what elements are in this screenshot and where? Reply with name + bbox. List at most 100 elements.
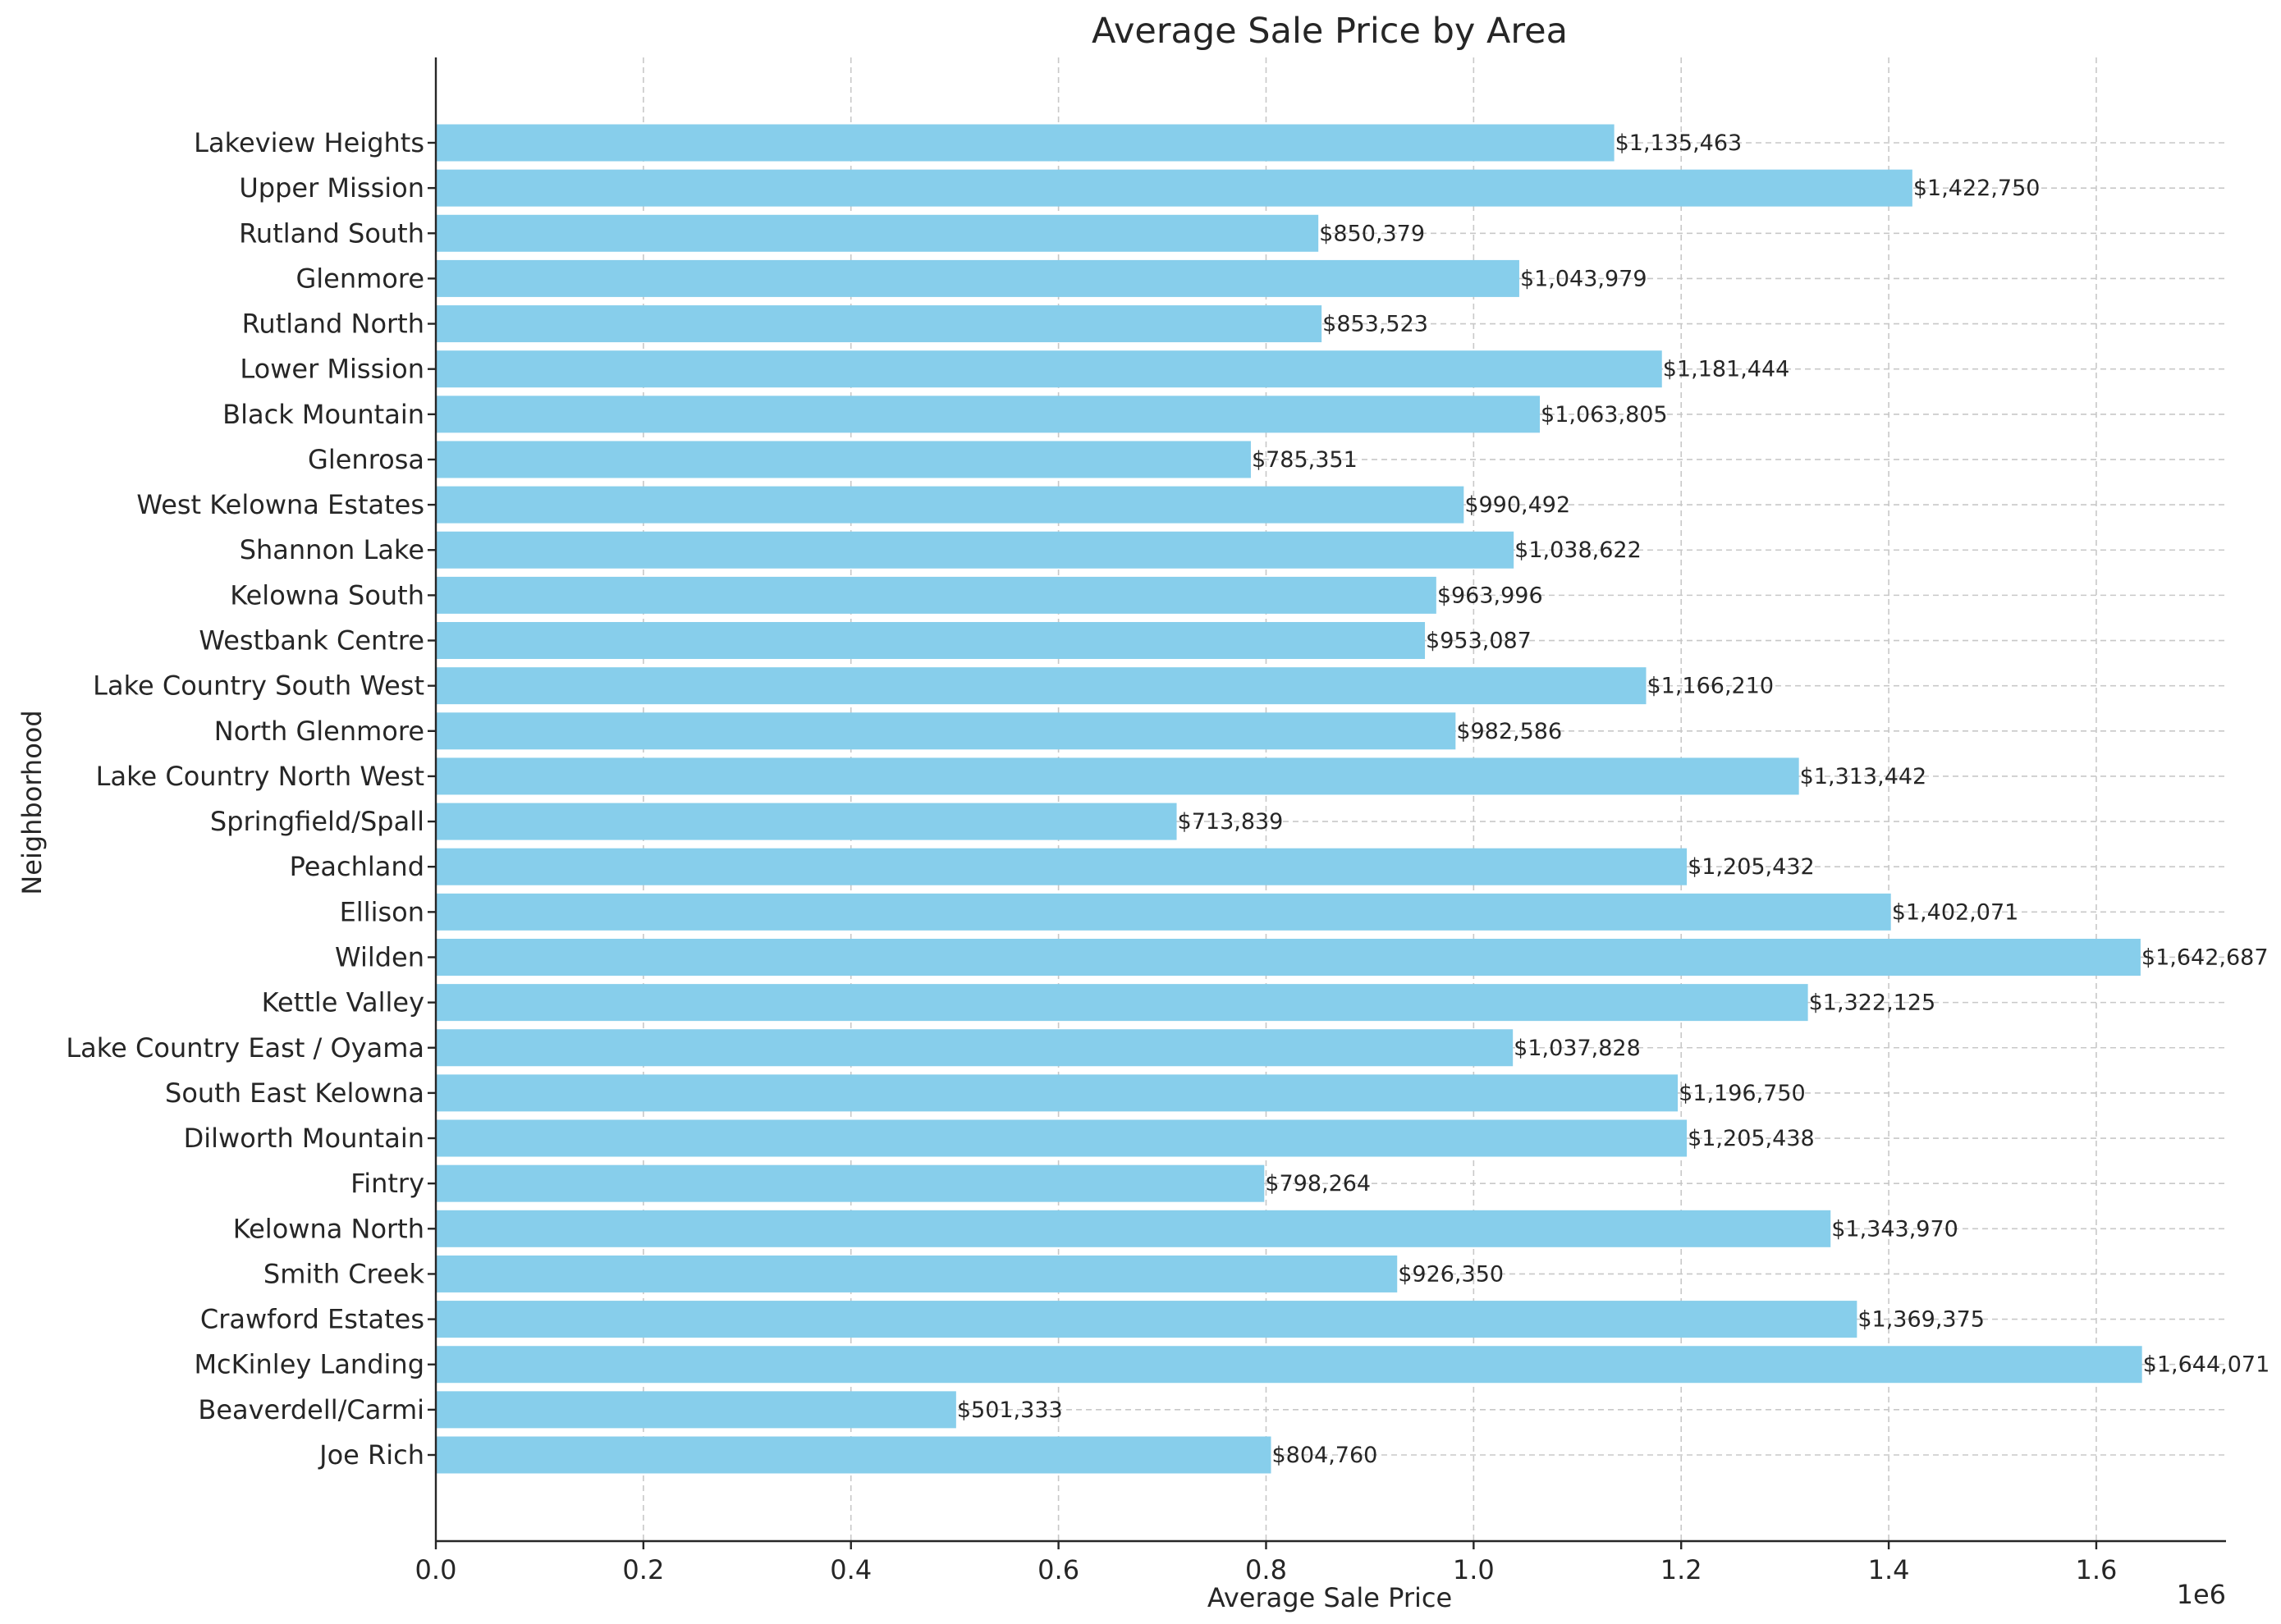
bar	[436, 1255, 1398, 1292]
x-tick-label: 0.4	[830, 1554, 872, 1585]
y-tick-label: Kettle Valley	[262, 987, 424, 1018]
bar-value-label: $953,087	[1426, 629, 1532, 654]
bar	[436, 124, 1615, 162]
bar	[436, 576, 1436, 614]
bars	[436, 124, 2142, 1474]
bar-value-label: $1,166,210	[1647, 674, 1774, 699]
x-axis-label: Average Sale Price	[1207, 1582, 1452, 1613]
bar	[436, 396, 1541, 433]
y-tick-label: South East Kelowna	[165, 1077, 424, 1109]
bar-value-label: $990,492	[1464, 492, 1570, 518]
y-tick-label: Lakeview Heights	[194, 127, 424, 158]
y-tick-label: North Glenmore	[214, 716, 424, 747]
bar-value-label: $982,586	[1456, 719, 1562, 744]
bar-value-label: $963,996	[1437, 583, 1543, 608]
bar	[436, 259, 1519, 297]
bar-value-label: $1,642,687	[2141, 945, 2269, 970]
x-tick-label: 0.2	[622, 1554, 664, 1585]
y-axis-label: Neighborhood	[16, 710, 48, 894]
y-tick-label: Upper Mission	[239, 172, 424, 204]
bar-value-label: $850,379	[1319, 221, 1425, 246]
bar	[436, 1119, 1688, 1157]
y-tick-label: Black Mountain	[222, 399, 424, 430]
y-tick-label: Peachland	[290, 851, 424, 882]
y-tick-label: Westbank Centre	[199, 625, 424, 656]
x-tick-label: 0.6	[1037, 1554, 1079, 1585]
x-tick-label: 1.4	[1868, 1554, 1910, 1585]
bar	[436, 893, 1891, 931]
bar-value-label: $853,523	[1322, 312, 1428, 337]
y-tick-label: Lake Country North West	[96, 761, 424, 792]
y-tick-label: Lower Mission	[240, 354, 424, 385]
bar	[436, 1301, 1857, 1338]
bar	[436, 1210, 1831, 1247]
bar-value-label: $713,839	[1178, 809, 1284, 835]
x-tick-label: 0.8	[1245, 1554, 1287, 1585]
x-tick-label: 0.0	[415, 1554, 457, 1585]
bar-value-label: $1,369,375	[1857, 1307, 1985, 1333]
bar	[436, 441, 1251, 478]
chart-title: Average Sale Price by Area	[1092, 11, 1568, 52]
bar	[436, 214, 1319, 252]
bar-value-label: $785,351	[1252, 447, 1358, 473]
x-axis-offset-label: 1e6	[2177, 1579, 2226, 1610]
x-tick-labels: 0.0 0.2 0.4 0.6 0.8 1.0 1.2 1.4 1.6	[415, 1541, 2118, 1585]
bar-value-label: $1,038,622	[1514, 538, 1642, 563]
bar	[436, 531, 1514, 569]
y-tick-label: Lake Country South West	[93, 670, 424, 702]
bar	[436, 486, 1464, 524]
bar	[436, 622, 1426, 660]
bar	[436, 1164, 1265, 1202]
bar-value-label: $1,205,438	[1688, 1126, 1815, 1151]
y-tick-label: Glenrosa	[308, 444, 424, 475]
y-tick-label: Crawford Estates	[200, 1304, 424, 1335]
bar-value-label: $1,181,444	[1663, 357, 1790, 382]
bar-value-label: $1,196,750	[1679, 1081, 1806, 1106]
y-tick-label: Kelowna South	[230, 579, 424, 611]
y-tick-label: Beaverdell/Carmi	[198, 1394, 424, 1425]
x-tick-label: 1.2	[1660, 1554, 1702, 1585]
y-tick-label: Rutland South	[239, 217, 424, 249]
bar	[436, 938, 2141, 976]
y-tick-labels: Lakeview Heights Upper Mission Rutland Sou…	[66, 127, 436, 1471]
bar	[436, 1074, 1679, 1112]
bar	[436, 1391, 956, 1429]
bar	[436, 712, 1456, 750]
bar	[436, 169, 1912, 207]
bar-value-label: $1,313,442	[1800, 764, 1927, 789]
bar-value-label: $1,135,463	[1615, 130, 1743, 156]
y-tick-label: West Kelowna Estates	[136, 489, 424, 520]
y-tick-label: Ellison	[340, 896, 424, 927]
bar	[436, 667, 1647, 705]
bar-value-label: $926,350	[1398, 1261, 1504, 1287]
bar	[436, 350, 1662, 388]
bar-value-label: $798,264	[1265, 1171, 1371, 1196]
bar-value-label: $1,402,071	[1892, 899, 2019, 925]
bar-value-label: $1,343,970	[1831, 1216, 1958, 1242]
data-labels: $1,135,463 $1,422,750 $850,379 $1,043,979 $8…	[957, 130, 2270, 1468]
bar	[436, 848, 1688, 885]
bar-value-label: $804,760	[1271, 1443, 1377, 1468]
y-tick-label: Joe Rich	[318, 1439, 424, 1471]
y-tick-label: Dilworth Mountain	[184, 1123, 424, 1154]
y-tick-label: Smith Creek	[263, 1258, 425, 1289]
y-tick-label: Lake Country East / Oyama	[66, 1032, 424, 1064]
y-tick-label: Wilden	[335, 941, 424, 972]
y-tick-label: Springfield/Spall	[210, 806, 424, 837]
bar	[436, 1436, 1271, 1474]
y-tick-label: Shannon Lake	[240, 534, 424, 565]
bar	[436, 984, 1808, 1022]
bar-value-label: $1,063,805	[1541, 402, 1668, 428]
x-tick-label: 1.6	[2076, 1554, 2118, 1585]
bar	[436, 1029, 1514, 1067]
y-tick-label: McKinley Landing	[194, 1349, 424, 1380]
y-tick-label: Fintry	[350, 1168, 424, 1199]
bar-value-label: $501,333	[957, 1398, 1063, 1423]
bar-value-label: $1,037,828	[1514, 1036, 1641, 1061]
bar	[436, 1346, 2142, 1384]
bar-value-label: $1,205,432	[1688, 854, 1815, 880]
bar	[436, 305, 1322, 343]
bar-value-label: $1,043,979	[1520, 266, 1647, 291]
bar-value-label: $1,322,125	[1809, 990, 1936, 1016]
